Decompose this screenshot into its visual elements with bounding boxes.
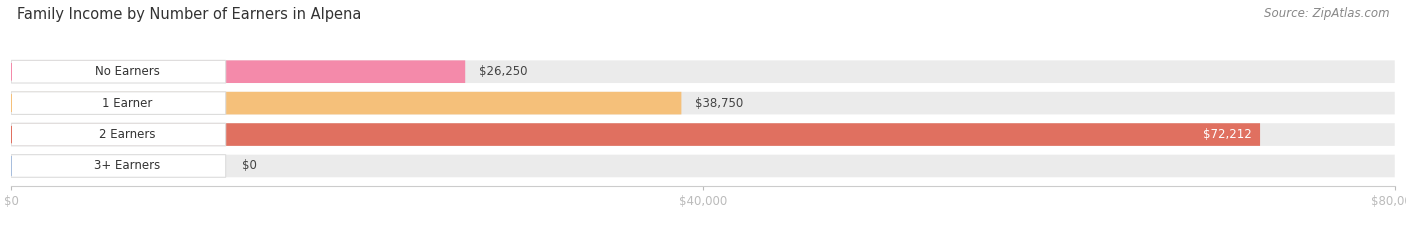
Text: $38,750: $38,750 (695, 97, 744, 110)
FancyBboxPatch shape (11, 60, 465, 83)
FancyBboxPatch shape (11, 92, 226, 114)
Text: $26,250: $26,250 (479, 65, 527, 78)
Text: $72,212: $72,212 (1204, 128, 1251, 141)
FancyBboxPatch shape (11, 92, 1395, 114)
Text: Source: ZipAtlas.com: Source: ZipAtlas.com (1264, 7, 1389, 20)
FancyBboxPatch shape (11, 155, 226, 177)
FancyBboxPatch shape (11, 155, 1395, 177)
FancyBboxPatch shape (11, 60, 1395, 83)
Text: No Earners: No Earners (94, 65, 159, 78)
FancyBboxPatch shape (11, 92, 682, 114)
FancyBboxPatch shape (11, 123, 226, 146)
Text: 3+ Earners: 3+ Earners (94, 159, 160, 172)
FancyBboxPatch shape (11, 60, 226, 83)
FancyBboxPatch shape (11, 123, 1260, 146)
FancyBboxPatch shape (11, 123, 1395, 146)
Text: 2 Earners: 2 Earners (98, 128, 155, 141)
Text: 1 Earner: 1 Earner (101, 97, 152, 110)
Text: $0: $0 (242, 159, 257, 172)
Text: Family Income by Number of Earners in Alpena: Family Income by Number of Earners in Al… (17, 7, 361, 22)
